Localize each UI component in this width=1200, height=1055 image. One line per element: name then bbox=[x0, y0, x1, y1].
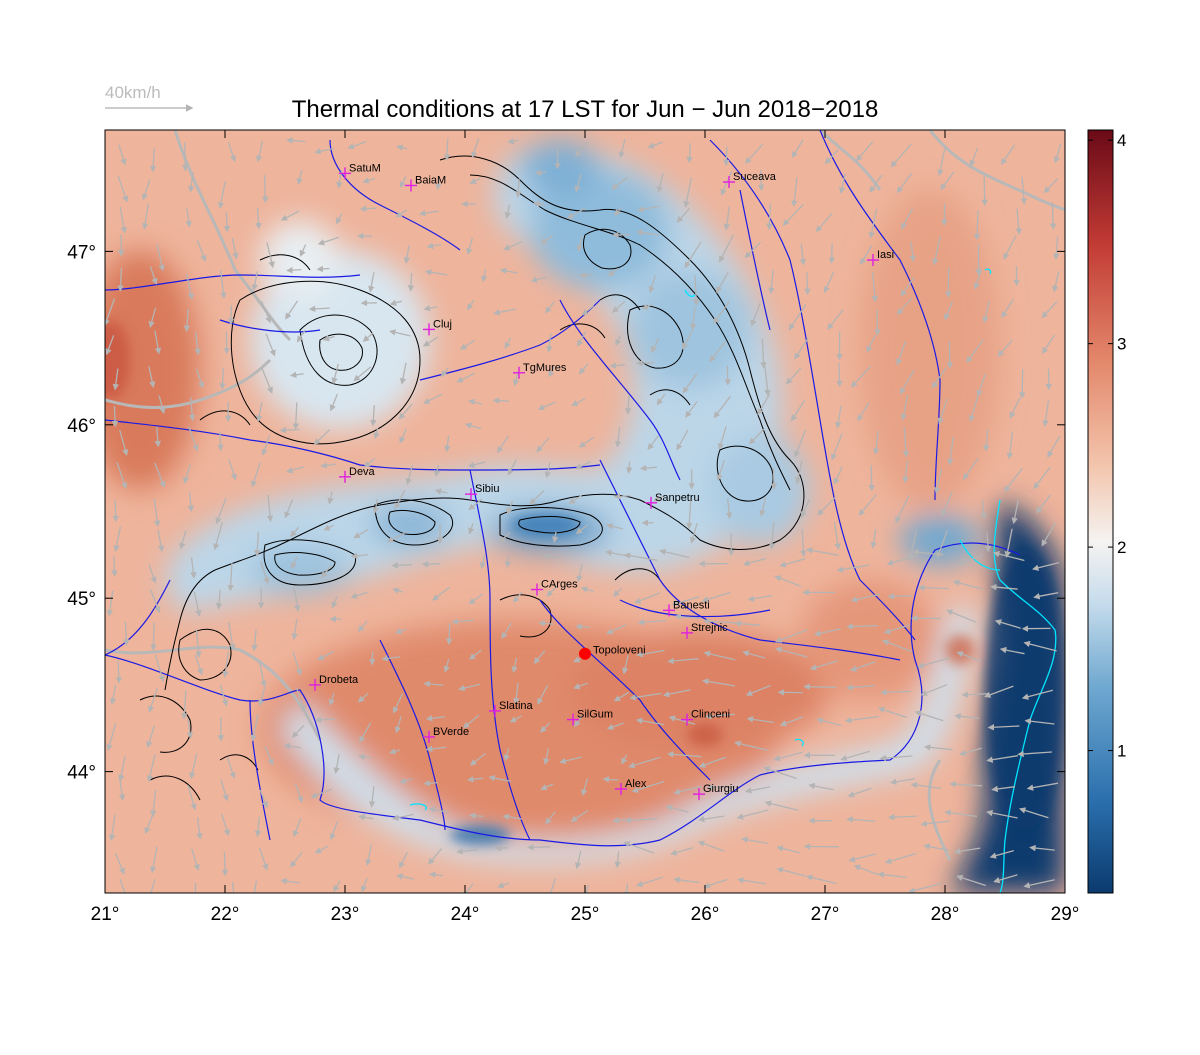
x-tick-label: 25° bbox=[571, 904, 600, 925]
city-label: Suceava bbox=[733, 171, 777, 183]
city-label: Deva bbox=[349, 466, 376, 478]
city-label: Giurgiu bbox=[703, 783, 738, 795]
x-tick-label: 26° bbox=[691, 904, 720, 925]
map-title: Thermal conditions at 17 LST for Jun − J… bbox=[292, 96, 879, 123]
y-tick-label: 44° bbox=[67, 763, 96, 784]
city-label: BVerde bbox=[433, 726, 469, 738]
wind-arrow bbox=[507, 556, 508, 566]
city-label: Iasi bbox=[877, 249, 894, 261]
wind-arrow bbox=[153, 623, 154, 650]
city-label: TgMures bbox=[523, 362, 567, 374]
wind-arrow bbox=[871, 465, 872, 490]
wind-arrow bbox=[949, 341, 950, 367]
city-label: Clinceni bbox=[691, 709, 730, 721]
city-label: Drobeta bbox=[319, 674, 359, 686]
wind-arrow bbox=[114, 557, 115, 576]
y-tick-label: 45° bbox=[67, 589, 96, 610]
wind-arrow bbox=[805, 687, 837, 688]
wind-arrow bbox=[1022, 369, 1023, 398]
colorbar-tick-label: 1 bbox=[1117, 742, 1126, 761]
wind-arrow bbox=[118, 660, 119, 682]
city-label: Sanpetru bbox=[655, 492, 700, 504]
wind-arrow bbox=[231, 305, 232, 324]
wind-arrow bbox=[265, 175, 266, 202]
y-tick-label: 47° bbox=[67, 242, 96, 263]
wind-arrow bbox=[220, 432, 221, 450]
city-label: Banesti bbox=[673, 599, 710, 611]
wind-arrow bbox=[195, 883, 196, 906]
wind-arrow bbox=[614, 234, 630, 235]
x-tick-label: 23° bbox=[331, 904, 360, 925]
city-label: Strejnic bbox=[691, 622, 728, 634]
city-label: SilGum bbox=[577, 709, 613, 721]
city-label: CArges bbox=[541, 579, 578, 591]
city-label: Sibiu bbox=[475, 483, 499, 495]
x-tick-label: 28° bbox=[931, 904, 960, 925]
colorbar bbox=[1088, 130, 1113, 893]
wind-arrow bbox=[529, 847, 551, 848]
colorbar-tick-label: 4 bbox=[1117, 131, 1126, 150]
wind-arrow bbox=[889, 596, 912, 597]
highlight-site-label: Topoloveni bbox=[593, 645, 646, 657]
wind-arrow bbox=[361, 208, 376, 209]
wind-arrow bbox=[185, 142, 186, 170]
city-label: Alex bbox=[625, 778, 647, 790]
colorbar-tick-label: 2 bbox=[1117, 538, 1126, 557]
wind-arrow bbox=[411, 273, 412, 290]
x-tick-label: 22° bbox=[211, 904, 240, 925]
city-label: Cluj bbox=[433, 318, 452, 330]
x-tick-label: 24° bbox=[451, 904, 480, 925]
city-label: BaiaM bbox=[415, 174, 446, 186]
wind-arrow bbox=[423, 564, 440, 565]
wind-arrow bbox=[944, 204, 945, 225]
x-tick-label: 29° bbox=[1051, 904, 1080, 925]
wind-arrow bbox=[114, 406, 115, 426]
city-label: SatuM bbox=[349, 162, 381, 174]
wind-arrow bbox=[773, 468, 774, 488]
y-axis-labels: 44° 45° 46° 47° bbox=[67, 242, 96, 783]
wind-arrow bbox=[224, 852, 225, 875]
wind-arrow bbox=[115, 501, 116, 521]
y-tick-label: 46° bbox=[67, 416, 96, 437]
wind-arrow bbox=[287, 270, 301, 271]
wind-arrow bbox=[318, 269, 330, 270]
wind-arrow bbox=[726, 147, 727, 165]
wind-arrow bbox=[832, 244, 833, 263]
wind-arrow bbox=[629, 462, 630, 473]
wind-arrow bbox=[877, 310, 878, 335]
wind-legend-label: 40km/h bbox=[105, 83, 161, 102]
wind-arrow bbox=[281, 430, 300, 431]
wind-arrow bbox=[372, 652, 373, 665]
x-tick-label: 27° bbox=[811, 904, 840, 925]
x-axis-labels: 21° 22° 23° 24° 25° 26° 27° 28° 29° bbox=[91, 904, 1080, 925]
x-tick-label: 21° bbox=[91, 904, 120, 925]
wind-arrow bbox=[984, 176, 985, 205]
wind-arrow bbox=[848, 626, 878, 627]
highlight-site-dot bbox=[579, 648, 591, 660]
colorbar-tick-label: 3 bbox=[1117, 335, 1126, 354]
wind-arrow bbox=[839, 363, 840, 386]
wind-arrow bbox=[393, 565, 412, 566]
city-label: Slatina bbox=[499, 700, 534, 712]
wind-arrow bbox=[226, 212, 227, 231]
wind-arrow bbox=[449, 624, 450, 644]
wind-arrow bbox=[727, 366, 728, 385]
wind-arrow bbox=[807, 272, 808, 294]
map-panel: SatuM BaiaM Suceava Iasi Cluj TgMures Deva Sibi… bbox=[80, 130, 1065, 907]
